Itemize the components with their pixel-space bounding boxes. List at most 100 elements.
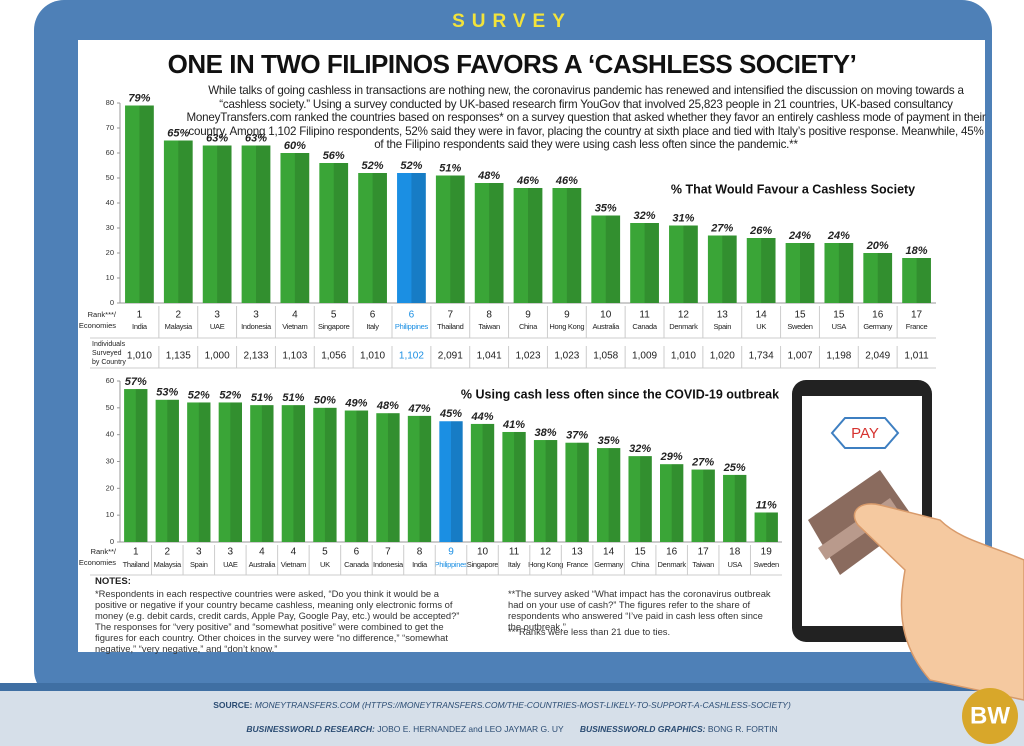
y-tick-label: 10	[106, 273, 114, 282]
rank: 6	[409, 310, 415, 321]
bar	[163, 140, 193, 303]
bar	[565, 442, 589, 542]
rank: 14	[756, 310, 768, 321]
source-text: MONEYTRANSFERS.COM (HTTPS://MONEYTRANSFE…	[255, 700, 791, 710]
value-label: 35%	[595, 202, 617, 214]
x-tick-label: Australia	[592, 322, 620, 331]
surveyed-count: 1,009	[632, 351, 657, 362]
y-tick-label: 50	[106, 403, 114, 412]
row-label: Rank**/	[91, 547, 117, 556]
rank: 10	[477, 547, 489, 558]
hand	[853, 503, 1024, 701]
value-label: 45%	[439, 408, 462, 420]
value-label: 63%	[245, 132, 267, 144]
bar-shade	[217, 145, 232, 303]
bar	[691, 469, 715, 542]
value-label: 48%	[376, 400, 399, 412]
surveyed-count: 1,007	[787, 351, 812, 362]
value-label: 44%	[471, 411, 494, 423]
rank: 12	[678, 310, 690, 321]
x-tick-label: Malaysia	[165, 322, 193, 331]
bar-shade	[800, 243, 815, 303]
credits: BUSINESSWORLD RESEARCH: JOBO E. HERNANDE…	[246, 724, 777, 734]
rank: 15	[794, 310, 806, 321]
value-label: 11%	[756, 499, 777, 511]
bar	[723, 474, 747, 542]
pay-label: PAY	[851, 425, 879, 442]
bar-shade	[450, 175, 465, 303]
bar-shade	[671, 464, 684, 542]
bar	[630, 223, 659, 303]
x-tick-label: Malaysia	[154, 560, 182, 569]
bar-shade	[256, 145, 271, 303]
bar	[124, 389, 148, 542]
rank: 13	[717, 310, 729, 321]
bar	[502, 431, 526, 542]
x-tick-label: Indonesia	[373, 560, 404, 569]
x-tick-label: UK	[320, 560, 330, 569]
laptop-base	[0, 683, 1024, 691]
bar-shade	[333, 163, 349, 303]
value-label: 41%	[502, 419, 525, 431]
x-tick-label: Canada	[632, 322, 658, 331]
x-tick-label: France	[566, 560, 588, 569]
x-tick-label: Indonesia	[241, 322, 272, 331]
x-tick-label: Vietnam	[281, 560, 306, 569]
bar	[513, 188, 543, 303]
bar-shade	[734, 474, 747, 542]
row-label: by Country	[92, 359, 126, 366]
row-label: Individuals	[92, 341, 126, 348]
x-tick-label: USA	[727, 560, 742, 569]
rank: 3	[228, 547, 234, 558]
bar	[187, 402, 211, 542]
note: ***Ranks were less than 21 due to ties.	[508, 626, 671, 637]
value-label: 37%	[566, 430, 588, 442]
note: *Respondents in each respective countrie…	[95, 588, 460, 654]
y-tick-label: 0	[110, 298, 114, 307]
bar	[754, 512, 778, 542]
bar	[596, 448, 621, 542]
bar-shade	[766, 512, 778, 542]
section-label: SURVEY	[452, 11, 572, 32]
rank: 6	[354, 547, 360, 558]
bar-shade	[566, 188, 582, 303]
bar	[902, 258, 931, 303]
bar-shade	[577, 442, 589, 542]
surveyed-count: 1,023	[515, 351, 540, 362]
x-tick-label: Singapore	[467, 560, 499, 569]
rank: 17	[911, 310, 923, 321]
rank: 9	[564, 310, 570, 321]
y-tick-label: 40	[106, 198, 114, 207]
bar-shade	[411, 173, 426, 303]
value-label: 32%	[634, 210, 656, 222]
logo-badge	[962, 688, 1018, 744]
bar	[155, 399, 179, 542]
value-label: 57%	[125, 376, 147, 388]
bar	[533, 440, 558, 542]
surveyed-count: 1,056	[321, 351, 346, 362]
value-label: 26%	[749, 225, 772, 237]
bar-shade	[451, 421, 463, 542]
bar-shade	[514, 431, 526, 542]
rank: 8	[486, 310, 492, 321]
rank: 3	[253, 310, 259, 321]
bar	[125, 105, 154, 303]
rank: 4	[291, 547, 297, 558]
bar	[358, 173, 387, 303]
bar-shade	[605, 215, 621, 303]
surveyed-count: 1,000	[205, 351, 230, 362]
x-tick-label: Denmark	[669, 322, 698, 331]
x-tick-label: Taiwan	[478, 322, 500, 331]
x-tick-label: Hong Kong	[528, 560, 563, 569]
value-label: 24%	[788, 230, 811, 242]
value-label: 52%	[400, 160, 422, 172]
rank: 1	[137, 310, 143, 321]
bar-shade	[139, 105, 154, 303]
rank: 9	[525, 310, 531, 321]
row-label: Economies	[79, 558, 116, 567]
value-label: 31%	[672, 212, 694, 224]
rank: 7	[385, 547, 391, 558]
research: JOBO E. HERNANDEZ and LEO JAYMAR G. UY	[377, 724, 564, 734]
bar	[202, 145, 232, 303]
research-label: BUSINESSWORLD RESEARCH:	[246, 724, 375, 734]
